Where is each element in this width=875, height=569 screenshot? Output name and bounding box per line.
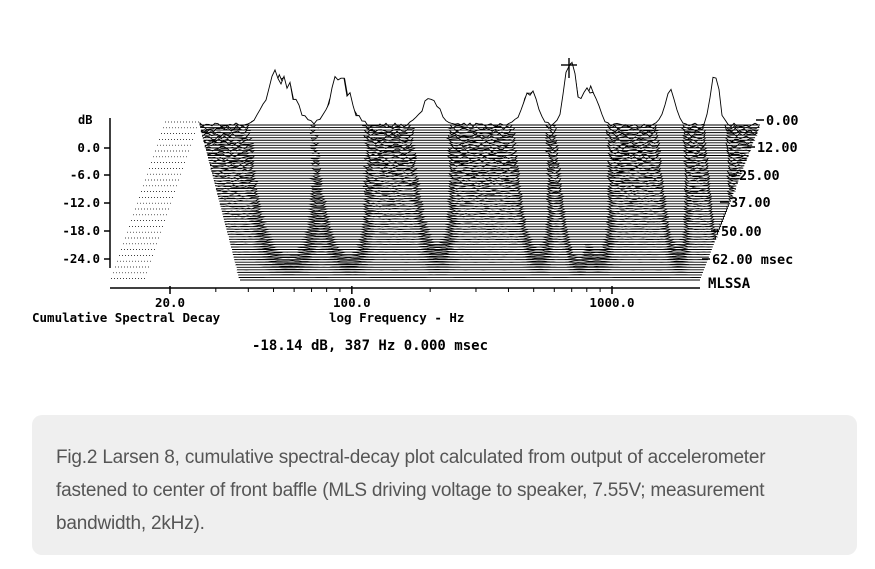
spectral-decay-figure: dB 0.0 -6.0 -12.0 -18.0 -24.0 20.0 100.0 1000.… (32, 58, 799, 354)
waterfall-plot: dB 0.0 -6.0 -12.0 -18.0 -24.0 20.0 100.0 1000.… (32, 58, 799, 354)
decay-slice (234, 259, 707, 263)
time-tick-label: 62.00 msec (712, 252, 793, 268)
decay-slice (228, 228, 719, 238)
time-tick-label: 25.00 (739, 168, 780, 184)
chart-title: Cumulative Spectral Decay (32, 310, 221, 325)
db-tick-group: 0.0 -6.0 -12.0 -18.0 -24.0 (62, 140, 110, 266)
db-tick-label: -12.0 (62, 195, 100, 210)
decay-slice (232, 250, 710, 256)
cursor-cross-icon (561, 58, 577, 78)
plot-floor-hatch (111, 121, 200, 279)
decay-slice (233, 254, 709, 258)
time-tick-label: 0.00 (766, 113, 799, 129)
decay-slice (230, 238, 714, 246)
db-tick-label: -6.0 (70, 167, 100, 182)
decay-slice (236, 265, 705, 268)
decay-slice (199, 61, 761, 128)
freq-tick-group: 20.0 100.0 1000.0 (155, 286, 635, 310)
decay-slices (199, 61, 761, 281)
db-axis-label: dB (78, 113, 92, 127)
decay-slice (229, 235, 715, 243)
decay-slice (233, 256, 708, 261)
freq-tick-label: 20.0 (155, 295, 185, 310)
decay-slice (236, 268, 704, 271)
freq-tick-label: 100.0 (333, 295, 371, 310)
time-tick-group: 0.00 12.00 25.00 37.00 50.00 62.00 msec (702, 113, 799, 268)
figure-caption: Fig.2 Larsen 8, cumulative spectral-deca… (56, 447, 766, 534)
decay-slice (236, 271, 703, 273)
db-tick-label: -24.0 (62, 251, 100, 266)
freq-tick-label: 1000.0 (589, 295, 634, 310)
freq-minor-ticks (215, 288, 601, 292)
freq-axis-label: log Frequency - Hz (329, 310, 464, 325)
cursor-readout: -18.14 dB, 387 Hz 0.000 msec (252, 338, 488, 354)
time-tick-label: 12.00 (757, 140, 798, 156)
db-tick-label: -18.0 (62, 223, 100, 238)
decay-slice (235, 262, 706, 266)
db-tick-label: 0.0 (77, 140, 100, 155)
time-tick-label: 50.00 (721, 224, 762, 240)
decay-slice (230, 241, 713, 248)
time-tick-label: 37.00 (730, 195, 771, 211)
mlssa-label: MLSSA (708, 276, 751, 292)
figure-caption-box: Fig.2 Larsen 8, cumulative spectral-deca… (32, 415, 857, 555)
